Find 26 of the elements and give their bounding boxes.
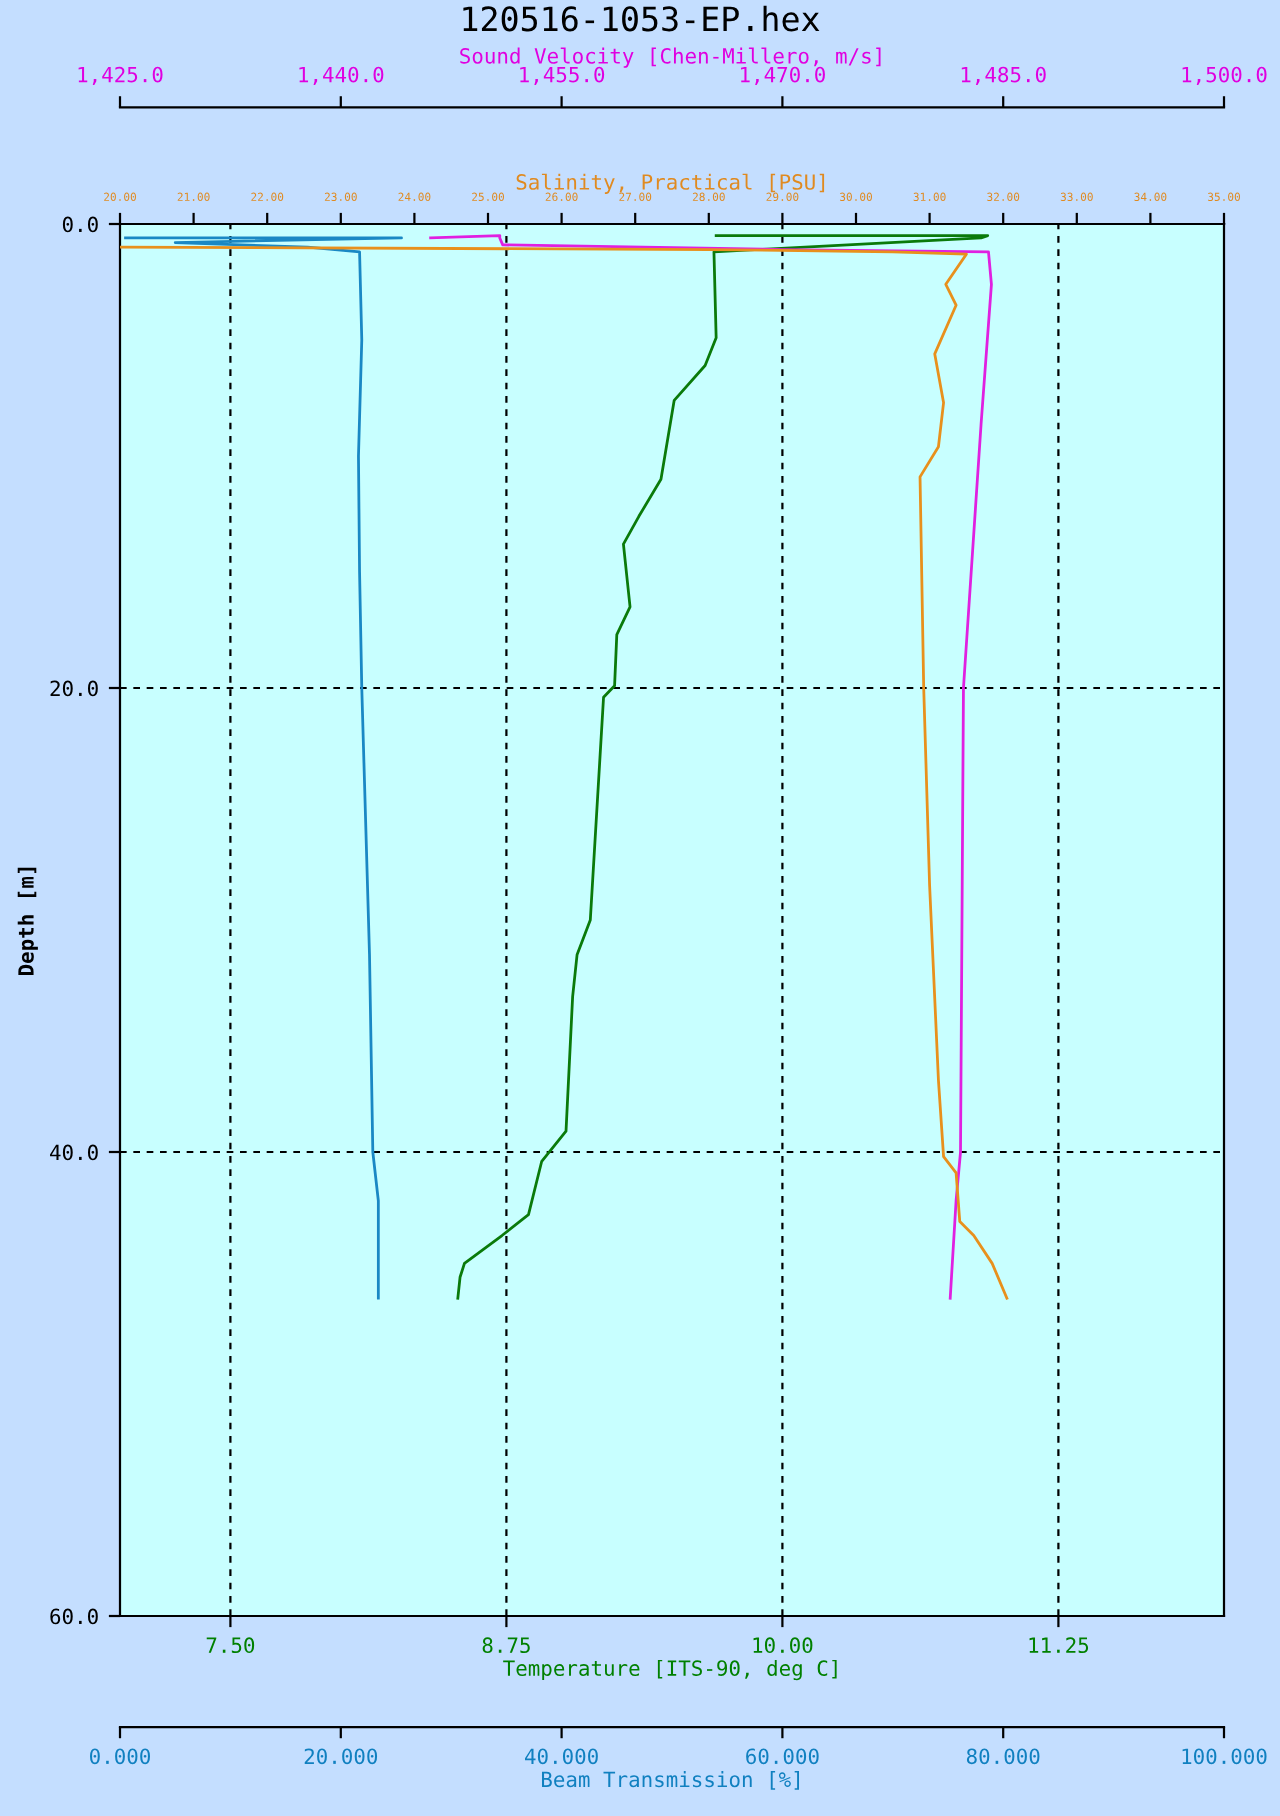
- x-tick-label: 8.75: [482, 1637, 530, 1654]
- x2-tick-label: 1,470.0: [741, 66, 825, 86]
- y-tick-label: 40.0: [50, 1144, 98, 1161]
- x-tick-label: 0.000: [90, 1748, 151, 1765]
- x2-tick-label: 1,440.0: [299, 66, 384, 86]
- x2-tick-label: 1,500.0: [1182, 66, 1267, 86]
- x-tick-label: 20.000: [304, 1748, 378, 1765]
- x2-tick-label: 1,425.0: [78, 66, 163, 86]
- y-tick-label: 60.0: [50, 1608, 98, 1625]
- x2-axis-title: Sound Velocity [Chen-Millero, m/s]: [460, 47, 881, 68]
- y-tick-label: 0.0: [62, 216, 98, 233]
- x-tick-label: 100.000: [1182, 1748, 1267, 1765]
- x-axis-title: Temperature [ITS-90, deg C]: [503, 1659, 837, 1681]
- x-tick-label: 11.25: [1029, 1637, 1089, 1654]
- x-tick-label: 7.50: [206, 1637, 255, 1654]
- x-tick-label: 40.000: [525, 1748, 598, 1765]
- x2-tick-label: 1,455.0: [520, 66, 605, 86]
- y-tick-label: 20.0: [50, 680, 98, 697]
- x-tick-label: 60.000: [746, 1748, 819, 1765]
- x-axis-title: Beam Transmission [%]: [542, 1771, 799, 1790]
- chart-title: 120516-1053-EP.hex: [463, 5, 820, 32]
- y-axis-title: Depth [m]: [17, 867, 38, 976]
- x2-axis-title: Salinity, Practical [PSU]: [516, 173, 825, 194]
- x-tick-label: 80.000: [966, 1748, 1040, 1765]
- x2-tick-label: 1,485.0: [961, 66, 1046, 86]
- x-tick-label: 10.00: [753, 1637, 813, 1654]
